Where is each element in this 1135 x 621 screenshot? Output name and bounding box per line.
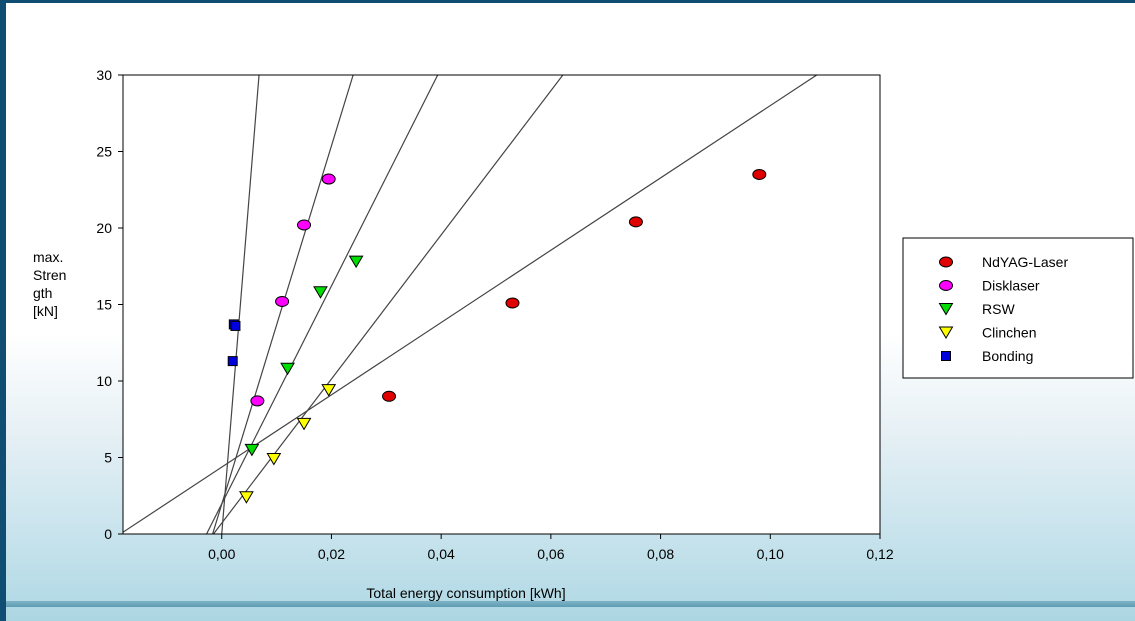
fit-line-ndyag-laser: [123, 75, 818, 533]
x-axis-label: Total energy consumption [kWh]: [366, 585, 565, 601]
fit-line-rsw: [205, 75, 439, 534]
legend-label-disklaser: Disklaser: [982, 278, 1040, 294]
x-tick-label: 0,12: [866, 546, 893, 562]
y-tick-label: 30: [96, 67, 112, 83]
plot-frame: [122, 74, 881, 535]
data-point-bonding: [227, 356, 238, 367]
x-tick-label: 0,00: [208, 546, 235, 562]
legend-label-ndyag-laser: NdYAG-Laser: [982, 254, 1068, 270]
x-tick-label: 0,10: [757, 546, 784, 562]
data-point-ndyag-laser: [628, 216, 643, 228]
data-point-ndyag-laser: [752, 168, 767, 180]
plot-area: [123, 75, 880, 534]
x-tick-label: 0,04: [428, 546, 455, 562]
y-axis-label-line: Stren: [33, 267, 66, 283]
y-tick-label: 5: [104, 450, 112, 466]
data-point-clinchen: [296, 417, 312, 431]
legend-marker-rsw: [938, 303, 954, 316]
data-point-rsw: [244, 443, 260, 457]
window-bottom-bar: [6, 601, 1135, 607]
data-point-ndyag-laser: [382, 390, 397, 402]
data-point-disklaser: [297, 219, 312, 231]
y-tick-label: 20: [96, 220, 112, 236]
y-tick-label: 25: [96, 144, 112, 160]
data-point-clinchen: [266, 453, 282, 466]
legend-label-rsw: RSW: [982, 301, 1015, 317]
y-tick-label: 10: [96, 373, 112, 389]
data-point-rsw: [313, 286, 328, 299]
x-tick-label: 0,06: [537, 546, 564, 562]
y-axis-label-line: max.: [33, 249, 63, 265]
y-tick-label: 0: [104, 526, 112, 542]
data-point-clinchen: [321, 384, 337, 397]
data-point-rsw: [280, 362, 295, 376]
data-point-disklaser: [321, 173, 336, 185]
y-axis-label-line: gth: [33, 285, 52, 301]
data-point-clinchen: [239, 491, 254, 504]
legend-marker-disklaser: [939, 280, 953, 291]
legend-label-clinchen: Clinchen: [982, 325, 1036, 341]
y-tick-label: 15: [96, 297, 112, 313]
data-point-bonding: [230, 320, 241, 331]
fit-line-clinchen: [212, 75, 564, 534]
data-point-disklaser: [275, 295, 290, 307]
legend: NdYAG-Laser Disklaser RSW Clinchen Bonding: [902, 237, 1134, 379]
data-point-rsw: [348, 255, 364, 269]
legend-marker-bonding: [941, 351, 951, 361]
data-point-disklaser: [250, 395, 265, 407]
legend-marker-ndyag-laser: [939, 256, 953, 268]
legend-marker-clinchen: [938, 326, 954, 339]
data-point-ndyag-laser: [505, 297, 520, 309]
x-tick-label: 0,02: [318, 546, 345, 562]
y-axis-label-line: [kN]: [33, 303, 58, 319]
fit-line-bonding: [221, 75, 260, 534]
legend-label-bonding: Bonding: [982, 348, 1033, 364]
x-tick-label: 0,08: [647, 546, 674, 562]
